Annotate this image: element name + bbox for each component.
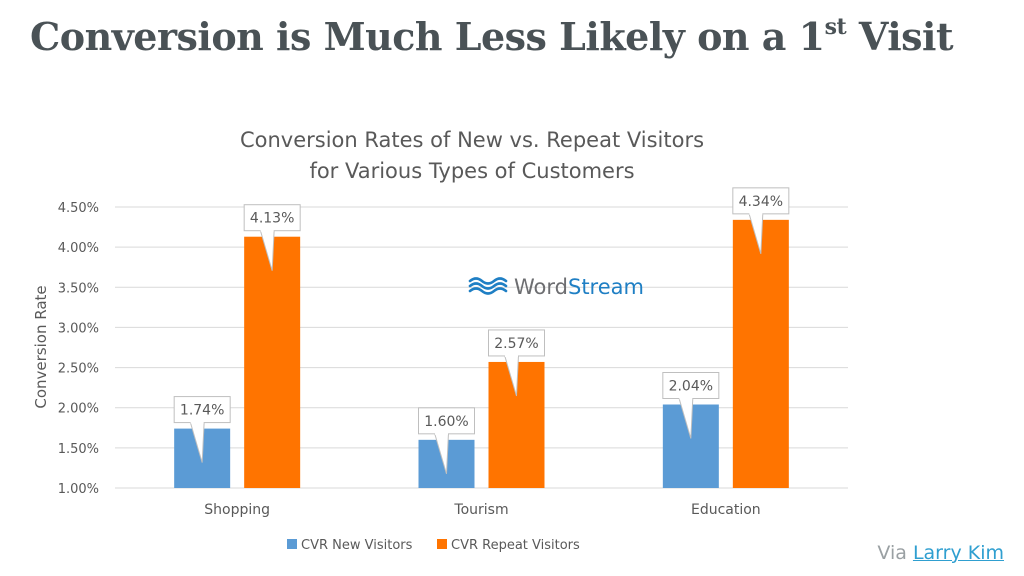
slide-title-superscript: st <box>824 14 847 40</box>
data-label: 4.34% <box>739 194 783 210</box>
data-label-box <box>488 329 545 357</box>
data-label-joint <box>749 211 763 215</box>
attribution-prefix: Via <box>877 542 907 564</box>
bar-repeat-visitors <box>732 219 789 489</box>
chart-title-line: Conversion Rates of New vs. Repeat Visit… <box>240 128 704 152</box>
y-tick-label: 3.50% <box>58 281 99 296</box>
data-label: 1.60% <box>424 414 468 430</box>
data-label-box <box>173 396 231 424</box>
y-tick-label: 2.50% <box>58 362 99 377</box>
y-tick-label: 1.50% <box>58 442 99 457</box>
data-label-joint <box>190 420 204 424</box>
data-label-joint <box>435 431 448 435</box>
legend-label: CVR New Visitors <box>301 538 413 553</box>
wordstream-wave-icon <box>468 287 508 295</box>
data-label: 4.13% <box>250 211 294 227</box>
x-tick-label: Shopping <box>204 502 270 518</box>
wordstream-wave-icon <box>468 277 508 285</box>
legend-label: CVR Repeat Visitors <box>451 538 580 553</box>
data-label-joint <box>679 396 693 400</box>
y-tick-label: 4.00% <box>58 241 99 256</box>
y-tick-label: 2.00% <box>58 402 99 417</box>
data-label: 1.74% <box>180 403 224 419</box>
chart-title-line: for Various Types of Customers <box>309 159 634 183</box>
x-tick-label: Education <box>691 502 761 518</box>
slide-title: Conversion is Much Less Likely on a 1st … <box>30 14 954 59</box>
data-label: 2.04% <box>669 379 713 395</box>
data-label: 2.57% <box>494 336 538 352</box>
legend-swatch-new <box>287 539 297 549</box>
data-label-joint <box>260 228 274 232</box>
y-axis-label: Conversion Rate <box>32 285 50 408</box>
data-label-joint <box>505 353 518 357</box>
y-tick-label: 3.00% <box>58 321 99 336</box>
attribution: Via Larry Kim <box>877 542 1004 564</box>
bar-repeat-visitors <box>244 236 301 488</box>
wordstream-watermark: WordStream <box>514 275 644 299</box>
data-label-box <box>662 372 720 400</box>
slide-title-main: Conversion is Much Less Likely on a 1 <box>30 14 825 59</box>
data-label-box <box>732 187 790 215</box>
slide-title-end: Visit <box>846 14 954 59</box>
y-tick-label: 4.50% <box>58 201 99 216</box>
wordstream-wave-icon <box>468 282 508 290</box>
y-tick-label: 1.00% <box>58 482 99 497</box>
legend-swatch-repeat <box>437 539 447 549</box>
x-tick-label: Tourism <box>453 502 508 518</box>
attribution-link[interactable]: Larry Kim <box>912 542 1004 564</box>
